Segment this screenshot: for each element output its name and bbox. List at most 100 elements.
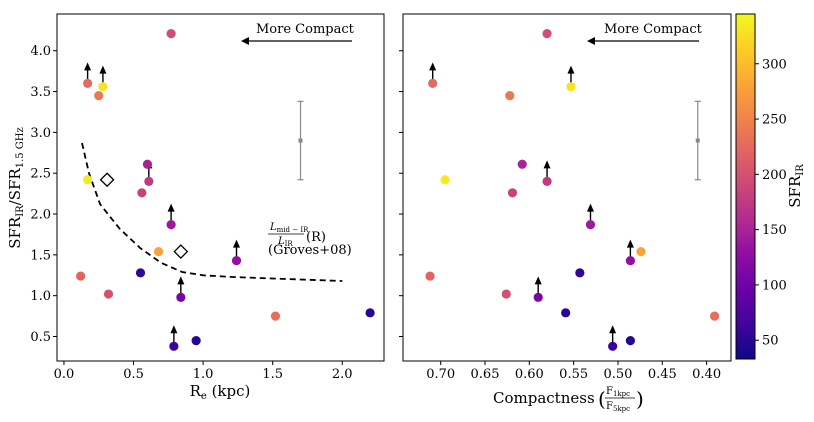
colorbar-tick-label: 50 [762, 334, 779, 349]
x-tick-label: 1.5 [262, 367, 283, 382]
left-axes-frame [56, 13, 385, 362]
colorbar-tick-label: 250 [762, 113, 787, 128]
left-xlabel-sub: e [201, 391, 207, 402]
left-y-axis-label: SFRIR/SFR1.5 GHz [6, 127, 26, 249]
colorbar-label-sub: IR [795, 164, 806, 176]
x-tick-label: 1.0 [193, 367, 214, 382]
upper-limit-arrow-head [567, 65, 575, 74]
data-point [166, 220, 176, 230]
left-xlabel-main: R [190, 382, 202, 400]
left-x-axis-label: Re (kpc) [190, 382, 251, 402]
data-point [636, 246, 646, 257]
colorbar-ticks: 50 100 150 200 250 300 [755, 57, 787, 349]
left-compact-label: More Compact [256, 22, 355, 37]
data-point [625, 255, 635, 266]
x-tick-label: 0.5 [123, 367, 144, 382]
x-tick-label: 0.70 [426, 367, 455, 382]
right-y-ticks [399, 50, 403, 338]
x-tick-label: 0.50 [603, 367, 632, 382]
right-x-ticks: 0.70 0.65 0.60 0.55 0.50 0.45 0.40 [426, 361, 721, 382]
upper-limit-arrow-head [534, 276, 542, 285]
upper-limit-arrow-head [429, 62, 437, 71]
data-point [94, 91, 104, 101]
y-tick-label: 1.5 [30, 248, 51, 263]
right-points [425, 28, 720, 351]
upper-limit-arrow-head [543, 160, 551, 169]
x-tick-label: 0.60 [515, 367, 544, 382]
x-tick-label: 0.0 [54, 367, 75, 382]
upper-limit-arrow-head [609, 325, 617, 334]
right-compact-label: More Compact [604, 22, 703, 37]
data-point [710, 311, 720, 321]
x-tick-label: 0.55 [559, 367, 588, 382]
right-x-axis-label: Compactness ( F1kpc F5kpc ) [493, 386, 644, 413]
left-x-ticks: 0.0 0.5 1.0 1.5 2.0 [54, 361, 353, 382]
colorbar-label-main: SFR [786, 175, 804, 208]
curve-label-r: (R) [306, 230, 326, 245]
upper-limit-arrow-head [84, 62, 92, 71]
colorbar-tick-label: 150 [762, 223, 787, 238]
curve-label-num: L [269, 222, 277, 233]
right-xlabel-main: Compactness [493, 389, 595, 407]
groves-dashed-curve [81, 142, 343, 282]
upper-limit-arrow-head [626, 239, 634, 248]
left-diamonds [99, 172, 189, 260]
x-tick-label: 0.65 [471, 367, 500, 382]
colorbar-tick-label: 300 [762, 57, 787, 72]
data-point [575, 268, 585, 278]
y-tick-label: 3.0 [30, 126, 51, 141]
y-tick-label: 3.5 [30, 85, 51, 100]
y-tick-label: 1.0 [30, 289, 51, 304]
data-point [501, 289, 511, 299]
x-tick-label: 0.45 [648, 367, 677, 382]
data-point [505, 91, 515, 101]
curve-label-den-sub: IR [285, 240, 294, 248]
data-point [153, 246, 164, 257]
frac-num-sub: 1kpc [613, 390, 630, 398]
data-point [144, 176, 154, 186]
upper-limit-arrow-head [177, 276, 185, 285]
data-point [428, 78, 438, 88]
data-point [135, 268, 146, 278]
left-panel: 0.0 0.5 1.0 1.5 2.0 0.5 1.0 1.5 2.0 2.5 3.0 3.5 4.0… [6, 13, 385, 402]
colorbar-tick-label: 200 [762, 168, 787, 183]
data-point [365, 308, 375, 318]
right-panel: 0.70 0.65 0.60 0.55 0.50 0.45 0.40 More Compac… [399, 13, 732, 413]
data-point [608, 341, 618, 351]
diamond-marker [173, 244, 189, 260]
data-point [533, 292, 543, 302]
left-points [76, 28, 375, 351]
svg-text:LIR: LIR [277, 236, 293, 248]
data-point [542, 28, 552, 39]
data-point [176, 292, 186, 302]
left-xlabel-tail: (kpc) [207, 382, 251, 400]
diamond-marker [99, 172, 115, 188]
data-point [566, 82, 576, 92]
frac-den: F [606, 401, 613, 412]
upper-limit-arrow-head [167, 203, 175, 212]
ylabel-sub-radio: 1.5 GHz [15, 127, 26, 168]
data-point [191, 335, 201, 346]
data-point [83, 78, 93, 88]
frac-num: F [606, 386, 613, 397]
right-xlabel-paren-close: ) [636, 387, 644, 411]
svg-text:F1kpc: F1kpc [606, 386, 630, 398]
data-point [142, 159, 153, 169]
data-point [137, 188, 147, 198]
groves-curve-label: Lmid − IR LIR (R) (Groves+08) [268, 222, 352, 258]
data-point [585, 220, 596, 230]
data-point [270, 311, 281, 321]
ylabel-sub-ir: IR [15, 205, 26, 217]
curve-label-ref: (Groves+08) [268, 243, 352, 258]
data-point [231, 255, 242, 266]
colorbar: 50 100 150 200 250 300 SFRIR [735, 13, 806, 360]
y-tick-label: 2.5 [30, 167, 51, 182]
ylabel-mid: /SFR [6, 168, 24, 206]
svg-text:Lmid − IR: Lmid − IR [269, 222, 309, 234]
data-point [76, 271, 86, 281]
errorbar-center [695, 138, 700, 143]
data-point [98, 82, 108, 92]
right-xlabel-paren-open: ( [598, 387, 606, 411]
y-tick-label: 2.0 [30, 208, 51, 223]
